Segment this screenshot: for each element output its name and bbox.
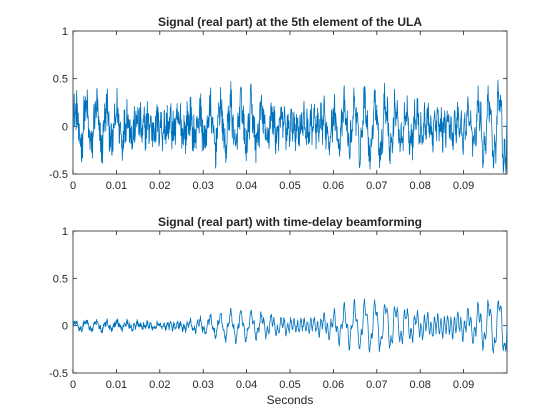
top-xtick-label: 0.03 bbox=[192, 180, 213, 192]
top-plot-title: Signal (real part) at the 5th element of… bbox=[158, 15, 422, 29]
top-xtick-label: 0.01 bbox=[106, 180, 127, 192]
bottom-xtick-label: 0.09 bbox=[453, 379, 474, 391]
bottom-xtick-label: 0.04 bbox=[236, 379, 257, 391]
bottom-plot-title: Signal (real part) with time-delay beamf… bbox=[158, 215, 422, 229]
bottom-signal-line bbox=[72, 298, 508, 354]
top-plot: Signal (real part) at the 5th element of… bbox=[49, 15, 508, 192]
top-plot-frame bbox=[72, 30, 508, 175]
top-ytick-label: 0.5 bbox=[53, 74, 68, 86]
top-xtick-label: 0.02 bbox=[149, 180, 170, 192]
bottom-ytick-label: -0.5 bbox=[49, 368, 68, 380]
bottom-xtick-label: 0.02 bbox=[149, 379, 170, 391]
bottom-plot-ticks: 0 0.01 0.02 0.03 0.04 0.05 0.06 0.07 0.08 0.09 -0.… bbox=[49, 226, 507, 391]
top-ytick-label: 0 bbox=[62, 121, 68, 133]
bottom-plot-xlabel: Seconds bbox=[267, 393, 314, 407]
bottom-ytick-label: 1 bbox=[62, 226, 68, 238]
top-xtick-label: 0.04 bbox=[236, 180, 257, 192]
top-xtick-label: 0.07 bbox=[366, 180, 387, 192]
bottom-xtick-label: 0.05 bbox=[279, 379, 300, 391]
top-xtick-label: 0.09 bbox=[453, 180, 474, 192]
bottom-xtick-label: 0.07 bbox=[366, 379, 387, 391]
bottom-ytick-label: 0.5 bbox=[53, 273, 68, 285]
bottom-ytick-label: 0 bbox=[62, 321, 68, 333]
top-ytick-label: -0.5 bbox=[49, 169, 68, 181]
top-ytick-label: 1 bbox=[62, 26, 68, 38]
bottom-xtick-label: 0 bbox=[70, 379, 76, 391]
bottom-plot-frame bbox=[72, 230, 508, 374]
bottom-xtick-label: 0.06 bbox=[323, 379, 344, 391]
top-xtick-label: 0.06 bbox=[323, 180, 344, 192]
top-signal-line bbox=[72, 79, 508, 173]
bottom-xtick-label: 0.08 bbox=[409, 379, 430, 391]
top-xtick-label: 0.08 bbox=[409, 180, 430, 192]
top-xtick-label: 0.05 bbox=[279, 180, 300, 192]
bottom-xtick-label: 0.03 bbox=[192, 379, 213, 391]
bottom-plot: Signal (real part) with time-delay beamf… bbox=[49, 215, 508, 407]
bottom-xtick-label: 0.01 bbox=[106, 379, 127, 391]
top-xtick-label: 0 bbox=[70, 180, 76, 192]
top-plot-ticks: 0 0.01 0.02 0.03 0.04 0.05 0.06 0.07 0.08 0.09 -0.… bbox=[49, 26, 507, 192]
